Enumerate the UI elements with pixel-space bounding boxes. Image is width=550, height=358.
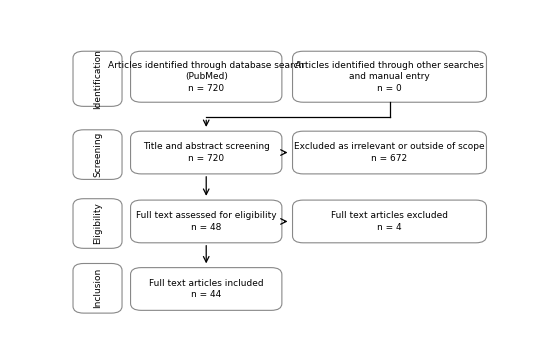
Text: Identification: Identification: [93, 49, 102, 109]
Text: Excluded as irrelevant or outside of scope
n = 672: Excluded as irrelevant or outside of sco…: [294, 142, 485, 163]
FancyBboxPatch shape: [293, 51, 486, 102]
FancyBboxPatch shape: [73, 263, 122, 313]
FancyBboxPatch shape: [130, 200, 282, 243]
Text: Articles identified through other searches
and manual entry
n = 0: Articles identified through other search…: [295, 61, 484, 93]
Text: Full text assessed for eligibility
n = 48: Full text assessed for eligibility n = 4…: [136, 211, 277, 232]
Text: Screening: Screening: [93, 132, 102, 177]
FancyBboxPatch shape: [130, 51, 282, 102]
Text: Inclusion: Inclusion: [93, 268, 102, 309]
Text: Full text articles excluded
n = 4: Full text articles excluded n = 4: [331, 211, 448, 232]
FancyBboxPatch shape: [130, 131, 282, 174]
FancyBboxPatch shape: [73, 51, 122, 106]
Text: Eligibility: Eligibility: [93, 203, 102, 245]
Text: Full text articles included
n = 44: Full text articles included n = 44: [149, 279, 263, 299]
FancyBboxPatch shape: [293, 200, 486, 243]
Text: Articles identified through database search
(PubMed)
n = 720: Articles identified through database sea…: [108, 61, 304, 93]
FancyBboxPatch shape: [293, 131, 486, 174]
FancyBboxPatch shape: [73, 199, 122, 248]
FancyBboxPatch shape: [73, 130, 122, 179]
FancyBboxPatch shape: [130, 268, 282, 310]
Text: Title and abstract screening
n = 720: Title and abstract screening n = 720: [143, 142, 270, 163]
